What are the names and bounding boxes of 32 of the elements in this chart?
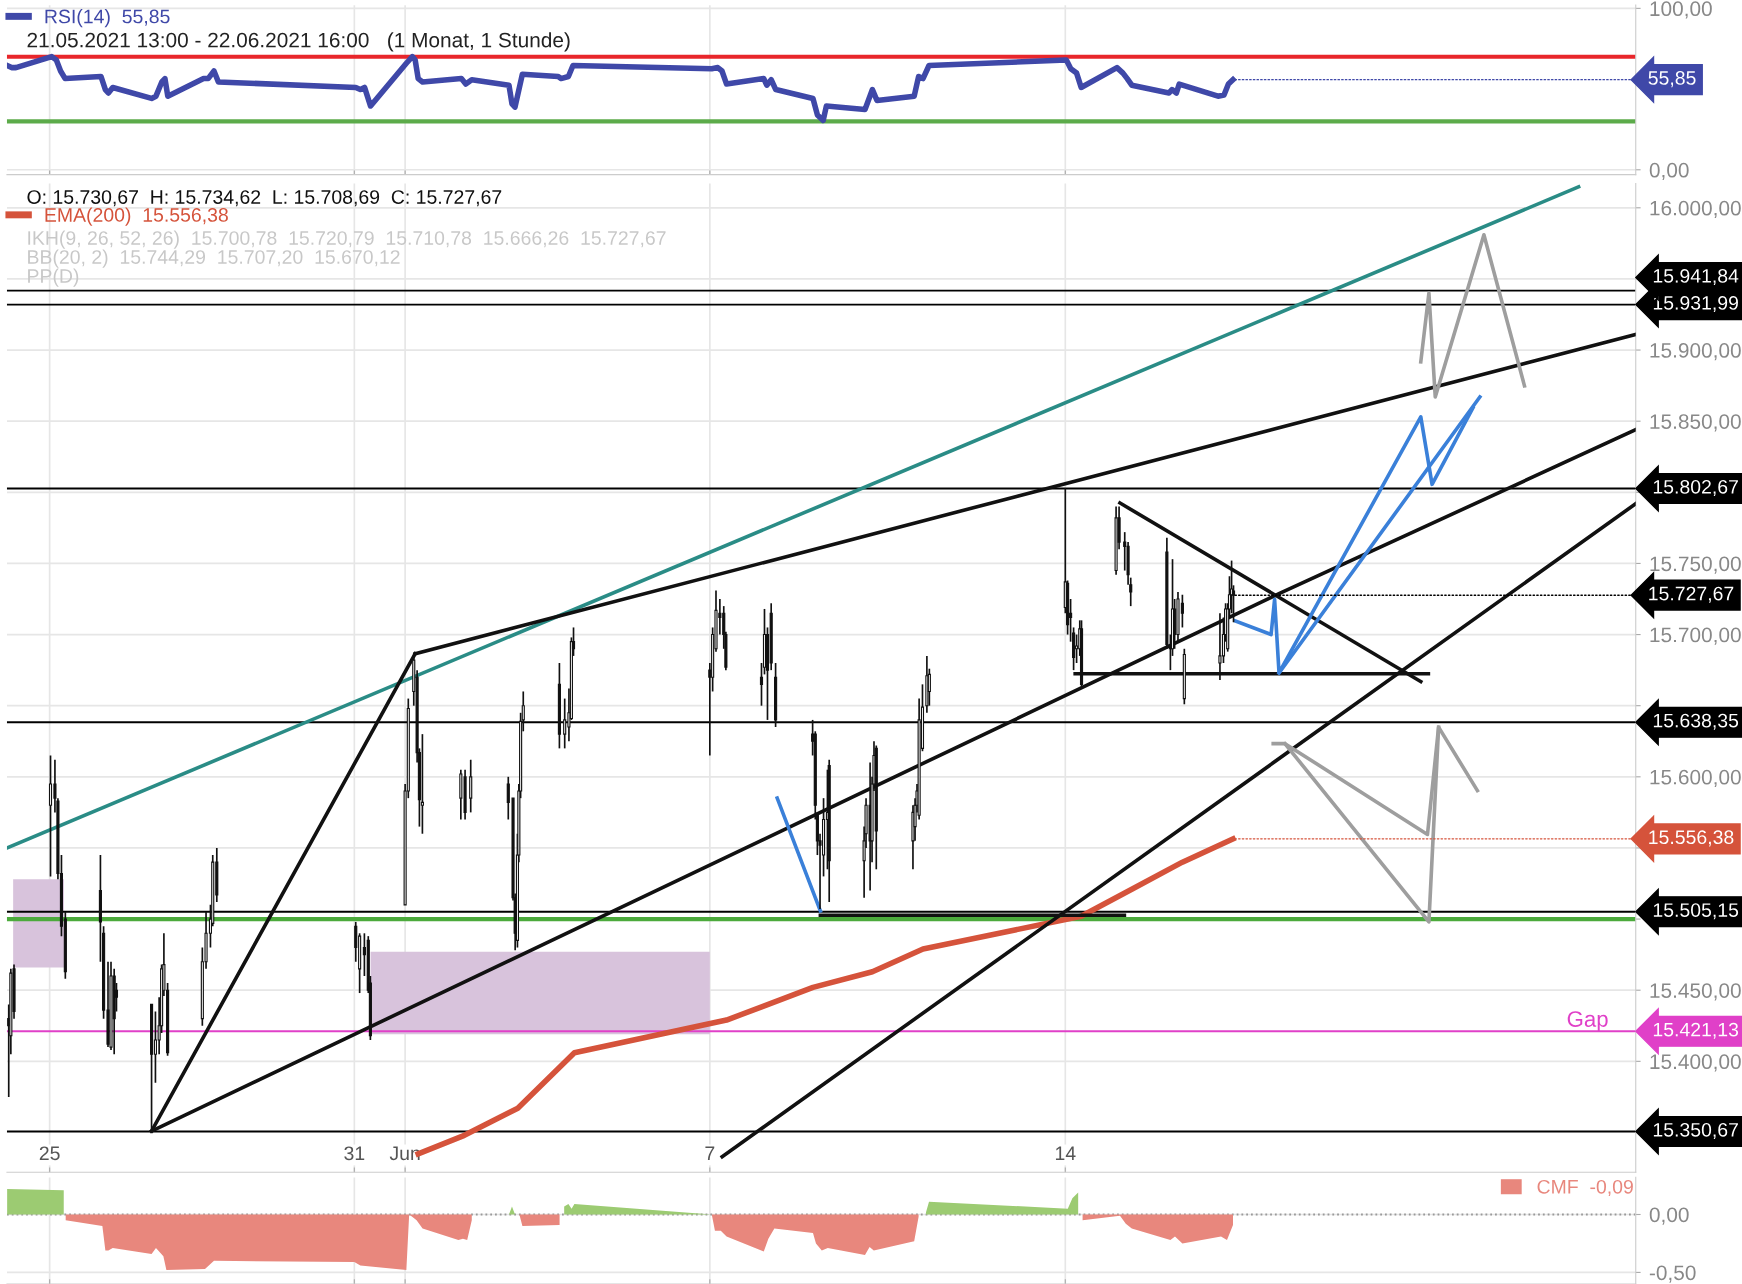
- y-tick-label: 15.700,00: [1650, 627, 1741, 645]
- y-tick-label: 15.850,00: [1650, 414, 1741, 432]
- ref-line-label: 15.505,15: [1653, 903, 1739, 920]
- text: 21.05.2021 13:00 - 22.06.2021 16:00 (1 Monat, 1 Stunde): [27, 32, 570, 52]
- ref-line-label: 15.350,67: [1653, 1122, 1738, 1140]
- ref-line-label: 15.941,84: [1653, 268, 1739, 286]
- x-tick-label: 7: [705, 1146, 715, 1160]
- annotation: 15.727,67: [1649, 586, 1734, 603]
- legend-label: CMF -0,09: [1537, 1179, 1633, 1196]
- annotation: 55,85: [1648, 71, 1696, 88]
- y-tick-label: -0,50: [1649, 1265, 1696, 1283]
- x-tick-label: 25: [39, 1146, 60, 1161]
- ref-line-label: 15.421,13: [1653, 1022, 1739, 1039]
- annotation: 15.556,38: [1649, 830, 1734, 847]
- y-tick-label: 0,00: [1649, 1207, 1689, 1225]
- y-tick-label: 15.400,00: [1650, 1054, 1741, 1072]
- y-tick-label: 15.750,00: [1650, 556, 1741, 574]
- y-tick-label: 0,00: [1649, 162, 1689, 180]
- annotation: Gap: [1567, 1011, 1608, 1032]
- y-tick-label: 100,00: [1650, 1, 1712, 19]
- y-tick-label: 15.600,00: [1650, 769, 1741, 788]
- ref-line-label: 15.931,99: [1653, 295, 1738, 313]
- ref-line-label: 15.802,67: [1653, 479, 1738, 497]
- x-tick-label: 31: [344, 1146, 365, 1161]
- y-tick-label: 15.450,00: [1650, 983, 1741, 1001]
- ref-line-label: 15.638,35: [1653, 713, 1739, 730]
- y-tick-label: 16.000,00: [1650, 200, 1741, 219]
- y-tick-label: 15.900,00: [1650, 343, 1741, 361]
- legend-label: RSI(14) 55,85: [45, 9, 170, 28]
- chart-title: O: 15.730,67 H: 15.734,62 L: 15.708,69 C: 15.727,67: [27, 190, 502, 207]
- legend-label: EMA(200) 15.556,38: [45, 207, 228, 226]
- x-tick-label: 14: [1055, 1146, 1076, 1160]
